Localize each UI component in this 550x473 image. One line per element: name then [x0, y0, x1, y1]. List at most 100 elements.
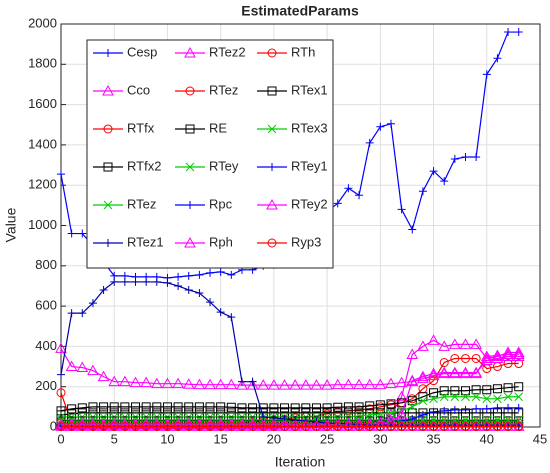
- marker: [248, 377, 257, 386]
- marker: [439, 386, 449, 396]
- marker: [280, 422, 290, 432]
- marker: [492, 422, 502, 432]
- marker: [514, 422, 524, 432]
- marker: [195, 289, 204, 298]
- marker: [267, 124, 277, 134]
- marker: [56, 422, 66, 432]
- marker: [353, 378, 365, 390]
- marker: [99, 422, 109, 432]
- marker: [331, 378, 344, 390]
- marker: [142, 277, 151, 286]
- marker: [184, 46, 196, 58]
- legend-item: Rpc: [175, 196, 233, 211]
- x-tick-label: 35: [426, 431, 440, 446]
- marker: [152, 422, 162, 432]
- legend-item: RTex1: [257, 82, 328, 97]
- marker: [503, 392, 513, 402]
- y-tick-label: 1400: [28, 136, 57, 151]
- marker: [193, 378, 206, 390]
- marker: [406, 348, 419, 359]
- x-tick-label: 45: [533, 431, 547, 446]
- marker: [195, 270, 204, 279]
- marker: [184, 271, 193, 280]
- marker: [514, 382, 524, 392]
- marker: [97, 370, 110, 382]
- legend-item: RTez: [93, 196, 156, 211]
- marker: [438, 366, 451, 378]
- marker: [184, 236, 196, 248]
- marker: [471, 392, 481, 402]
- marker: [450, 392, 460, 402]
- marker: [493, 54, 502, 63]
- marker: [418, 187, 427, 196]
- marker: [67, 309, 76, 318]
- marker: [205, 422, 215, 432]
- marker: [173, 422, 183, 432]
- marker: [206, 298, 215, 307]
- x-tick-label: 30: [373, 431, 387, 446]
- marker: [460, 386, 470, 396]
- marker: [343, 422, 353, 432]
- marker: [131, 422, 141, 432]
- marker: [470, 366, 482, 378]
- marker: [162, 422, 172, 432]
- marker: [216, 422, 226, 432]
- marker: [472, 152, 481, 161]
- marker: [376, 122, 385, 131]
- y-tick-label: 800: [35, 257, 57, 272]
- marker: [407, 422, 417, 432]
- legend-label: RTfx2: [127, 158, 161, 173]
- marker: [480, 354, 493, 366]
- x-tick-label: 0: [57, 431, 64, 446]
- marker: [269, 422, 279, 432]
- marker: [514, 403, 523, 412]
- marker: [214, 378, 227, 390]
- marker: [258, 422, 268, 432]
- legend-label: RTez: [209, 82, 238, 97]
- x-tick-label: 20: [267, 431, 281, 446]
- marker: [461, 152, 470, 161]
- marker: [204, 378, 216, 390]
- marker: [333, 199, 342, 208]
- marker: [440, 177, 449, 186]
- legend-label: RTey: [209, 158, 239, 173]
- legend-item: RE: [175, 120, 227, 135]
- marker: [225, 378, 238, 390]
- marker: [429, 167, 438, 176]
- marker: [365, 138, 374, 147]
- marker: [417, 370, 429, 382]
- marker: [103, 162, 113, 172]
- y-axis-label: Value: [3, 207, 19, 242]
- marker: [266, 198, 278, 210]
- marker: [397, 205, 406, 214]
- marker: [56, 388, 66, 398]
- marker: [450, 422, 460, 432]
- x-tick-label: 10: [160, 431, 174, 446]
- marker: [395, 408, 408, 420]
- marker: [448, 338, 461, 349]
- legend-label: Ryp3: [291, 234, 321, 249]
- x-tick-label: 25: [320, 431, 334, 446]
- marker: [150, 377, 163, 389]
- marker: [354, 422, 364, 432]
- series-line: [60, 412, 519, 416]
- marker: [472, 404, 481, 413]
- marker: [482, 404, 491, 413]
- marker: [418, 422, 428, 432]
- marker: [482, 70, 491, 79]
- marker: [120, 422, 130, 432]
- legend-item: Cesp: [93, 44, 157, 59]
- marker: [471, 385, 481, 395]
- marker: [492, 362, 502, 372]
- marker: [503, 383, 513, 393]
- x-tick-label: 15: [213, 431, 227, 446]
- marker: [492, 384, 502, 394]
- marker: [395, 376, 408, 388]
- marker: [482, 385, 492, 395]
- y-tick-label: 400: [35, 338, 57, 353]
- marker: [310, 379, 323, 390]
- marker: [438, 340, 451, 351]
- marker: [120, 277, 129, 286]
- legend-item: RTez: [175, 82, 238, 97]
- legend-item: Ryp3: [257, 234, 321, 249]
